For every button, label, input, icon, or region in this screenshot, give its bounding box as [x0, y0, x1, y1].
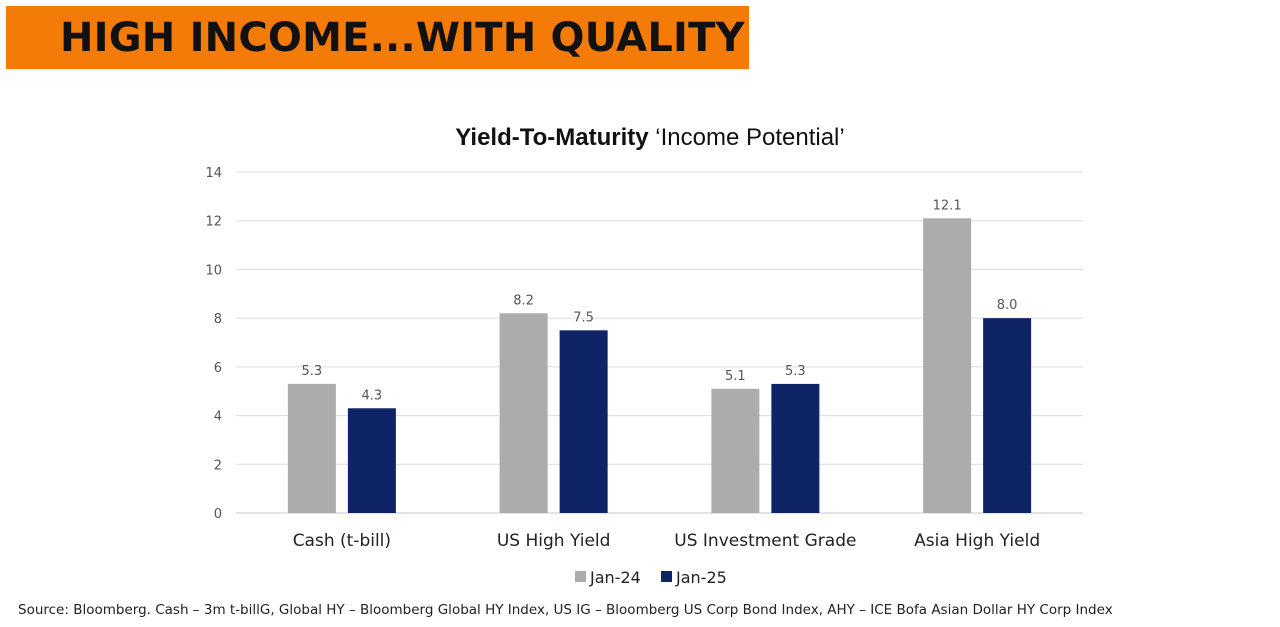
data-label: 8.2 — [513, 293, 534, 308]
data-label: 8.0 — [997, 298, 1018, 313]
data-label: 12.1 — [933, 198, 962, 213]
legend-label: Jan-25 — [675, 568, 727, 587]
bar-jan-25 — [559, 330, 608, 513]
data-label: 5.1 — [725, 369, 746, 384]
bar-jan-24 — [499, 313, 548, 513]
y-tick-label: 2 — [214, 458, 222, 473]
yield-bar-chart: 0 2 4 6 8 10 12 14 5.3 4.3 Cash (t-bill) 8.2 7.5 US H… — [205, 166, 1083, 587]
chart-title-bold: Yield-To-Maturity — [455, 124, 649, 151]
y-tick-label: 10 — [205, 263, 222, 278]
x-tick-label: US Investment Grade — [674, 531, 856, 551]
y-tick-label: 0 — [214, 507, 222, 522]
data-label: 4.3 — [362, 388, 383, 403]
x-tick-label: Asia High Yield — [914, 531, 1040, 551]
y-tick-label: 4 — [214, 410, 222, 425]
data-label: 5.3 — [785, 364, 806, 379]
bar-jan-24 — [711, 388, 760, 513]
x-tick-label: Cash (t-bill) — [293, 531, 391, 551]
y-tick-label: 14 — [205, 166, 222, 181]
bar-jan-25 — [347, 408, 396, 513]
title-banner: HIGH INCOME...WITH QUALITY — [6, 6, 749, 69]
bar-jan-24 — [287, 383, 336, 513]
data-label: 5.3 — [302, 364, 323, 379]
chart-title-rest: ‘Income Potential’ — [648, 124, 845, 151]
legend-label: Jan-24 — [589, 568, 641, 587]
x-tick-label: US High Yield — [497, 531, 611, 551]
source-note: Source: Bloomberg. Cash – 3m t-billG, Gl… — [18, 602, 1113, 618]
chart-title: Yield-To-Maturity ‘Income Potential’ — [0, 124, 1280, 152]
bar-jan-25 — [771, 383, 820, 513]
legend-swatch-jan-25 — [661, 571, 672, 582]
y-tick-label: 12 — [205, 215, 222, 230]
data-label: 7.5 — [573, 310, 594, 325]
page-title: HIGH INCOME...WITH QUALITY — [60, 14, 745, 61]
legend-swatch-jan-24 — [575, 571, 586, 582]
y-tick-label: 8 — [214, 312, 222, 327]
bar-jan-24 — [923, 218, 972, 513]
y-tick-label: 6 — [214, 361, 222, 376]
bar-jan-25 — [983, 318, 1032, 513]
